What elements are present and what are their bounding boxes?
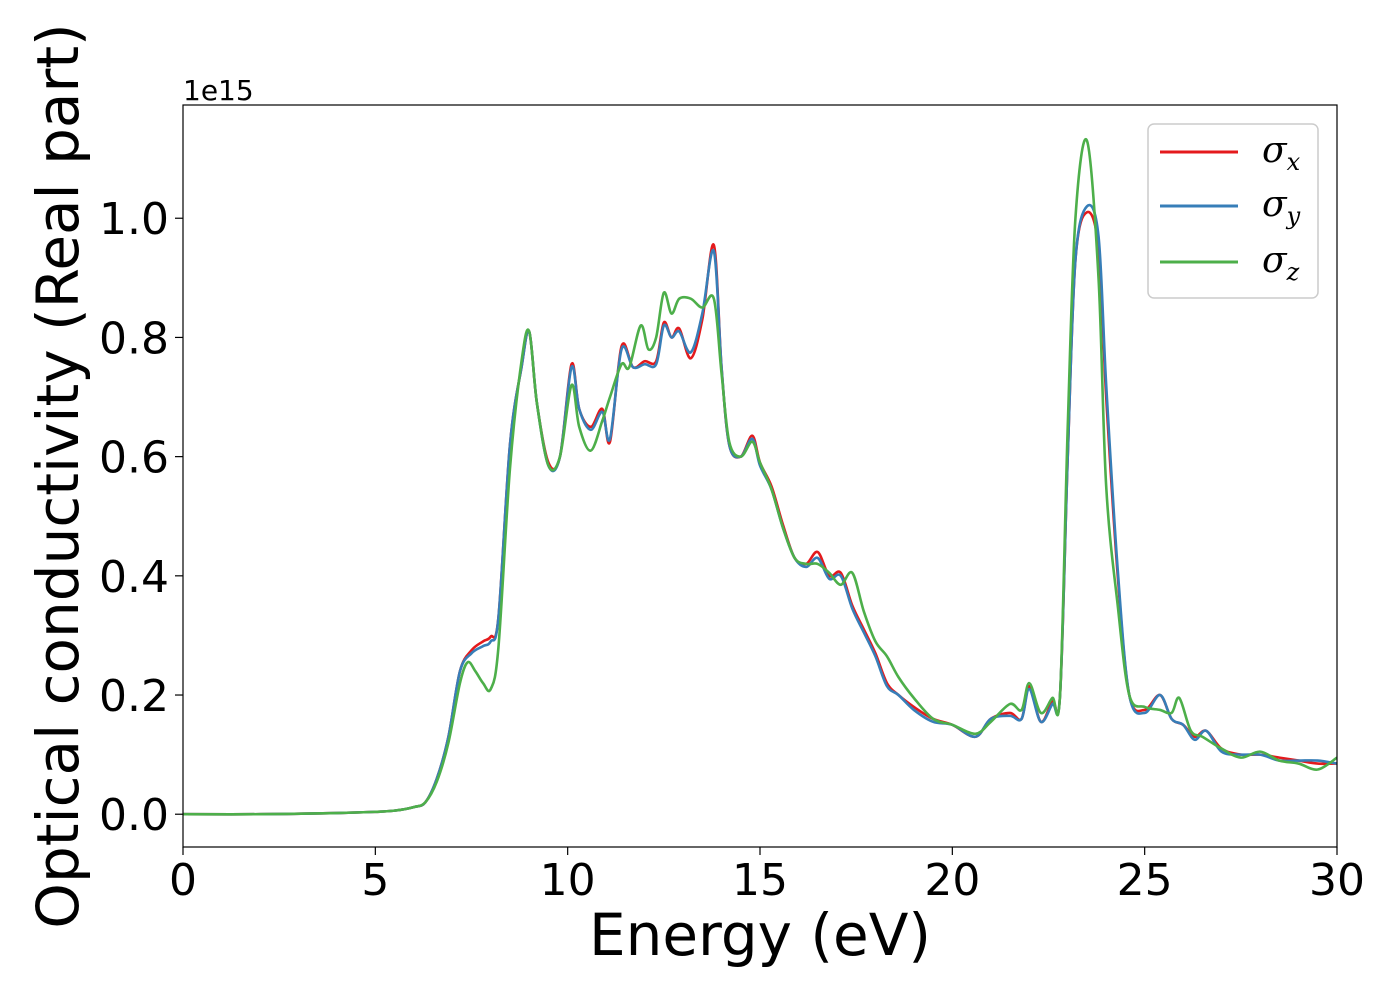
y-tick-label: 0.2 (99, 671, 169, 722)
x-tick-label: 5 (361, 855, 389, 906)
x-tick-label: 30 (1309, 855, 1365, 906)
y-tick-label: 0.8 (99, 313, 169, 364)
y-axis-ticks: 0.0 0.2 0.4 0.6 0.8 1.0 (99, 194, 183, 841)
x-tick-label: 25 (1117, 855, 1173, 906)
x-axis-ticks: 0 5 10 15 20 25 30 (169, 847, 1365, 906)
y-axis-title: Optical conductivity (Real part) (24, 23, 92, 928)
series-layer (183, 137, 1337, 816)
y-tick-label: 1.0 (99, 194, 169, 245)
x-tick-label: 10 (540, 855, 596, 906)
y-tick-label: 0.6 (99, 433, 169, 484)
y-offset-label: 1e15 (183, 74, 254, 107)
legend-box (1147, 123, 1319, 299)
x-axis-title: Energy (eV) (589, 901, 931, 969)
x-tick-label: 0 (169, 855, 197, 906)
x-tick-label: 15 (732, 855, 788, 906)
x-tick-label: 20 (924, 855, 980, 906)
y-tick-label: 0.0 (99, 790, 169, 841)
series-line-z (183, 137, 1337, 816)
y-tick-label: 0.4 (99, 552, 169, 603)
